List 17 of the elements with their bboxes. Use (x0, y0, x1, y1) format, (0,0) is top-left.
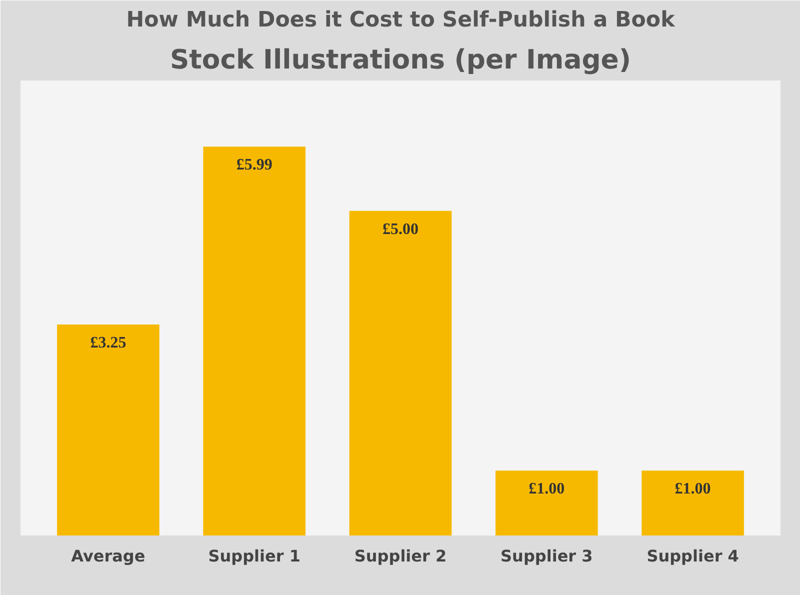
data-label: £3.25 (90, 334, 126, 352)
bar (642, 470, 744, 536)
chart-subtitle: Stock Illustrations (per Image) (170, 44, 632, 76)
x-tick-label: Average (71, 546, 146, 566)
bar (57, 324, 160, 536)
x-tick-label: Supplier 3 (500, 546, 593, 566)
data-label: £1.00 (674, 480, 711, 498)
data-label: £1.00 (528, 480, 565, 498)
x-tick-label: Supplier 4 (646, 546, 739, 566)
bar (203, 146, 306, 536)
data-label: £5.00 (382, 220, 418, 238)
chart-title: How Much Does it Cost to Self-Publish a Book (126, 8, 676, 32)
bar (496, 470, 598, 536)
data-label: £5.99 (236, 156, 272, 174)
x-tick-label: Supplier 2 (354, 546, 447, 566)
bar (349, 210, 452, 536)
x-tick-label: Supplier 1 (208, 546, 300, 566)
